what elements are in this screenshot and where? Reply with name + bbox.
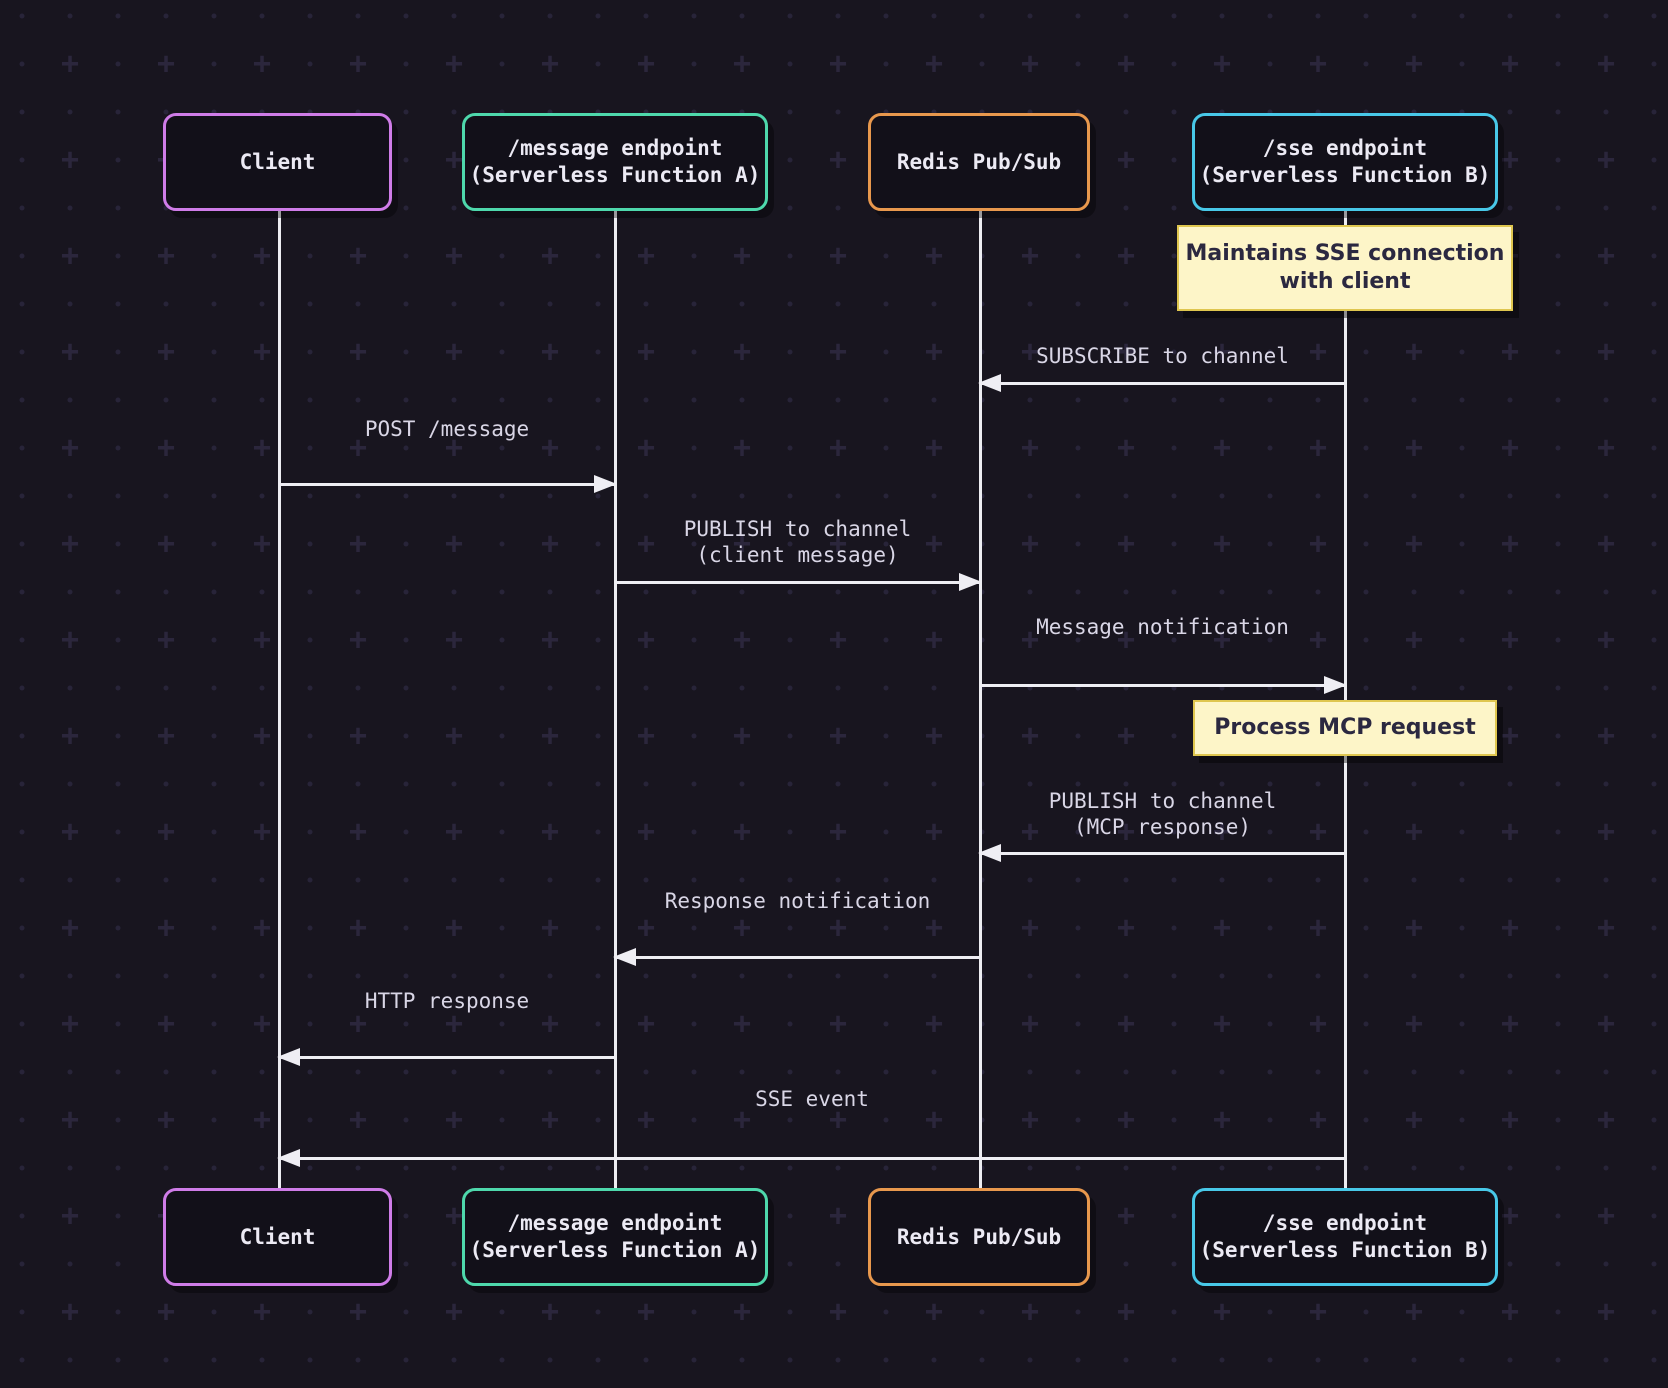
message-line — [279, 482, 615, 486]
arrowhead-right-icon — [959, 573, 982, 591]
actor-sse-endpoint-top: /sse endpoint (Serverless Function B) — [1192, 113, 1498, 211]
message-label: Message notification — [1036, 614, 1289, 639]
actor-redis-pubsub-bottom: Redis Pub/Sub — [868, 1188, 1090, 1286]
message-label: Response notification — [664, 888, 931, 913]
note-maintains-sse-connection: Maintains SSE connection with client — [1177, 225, 1513, 311]
lifeline-message-endpoint — [613, 211, 617, 1188]
message-line — [615, 580, 980, 584]
message-label: SUBSCRIBE to channel — [1036, 343, 1289, 368]
message-line — [279, 1156, 1345, 1160]
lifeline-client — [277, 211, 281, 1188]
message-label: PUBLISH to channel (client message) — [683, 516, 912, 567]
message-label: HTTP response — [364, 988, 530, 1013]
message-label: POST /message — [364, 416, 530, 441]
actor-client-bottom: Client — [163, 1188, 392, 1286]
arrowhead-left-icon — [613, 948, 636, 966]
actor-message-endpoint-bottom: /message endpoint (Serverless Function A… — [462, 1188, 768, 1286]
note-process-mcp-request: Process MCP request — [1193, 700, 1497, 756]
arrowhead-right-icon — [1324, 676, 1347, 694]
arrowhead-left-icon — [978, 374, 1001, 392]
actor-client-top: Client — [163, 113, 392, 211]
actor-sse-endpoint-bottom: /sse endpoint (Serverless Function B) — [1192, 1188, 1498, 1286]
message-line — [980, 381, 1345, 385]
message-line — [279, 1055, 615, 1059]
message-line — [980, 683, 1345, 687]
lifeline-sse-endpoint — [1343, 211, 1347, 1188]
arrowhead-right-icon — [594, 475, 617, 493]
message-label: SSE event — [755, 1086, 869, 1111]
arrowhead-left-icon — [978, 844, 1001, 862]
message-line — [615, 955, 980, 959]
arrowhead-left-icon — [277, 1149, 300, 1167]
actor-message-endpoint-top: /message endpoint (Serverless Function A… — [462, 113, 768, 211]
lifeline-redis-pubsub — [978, 211, 982, 1188]
message-label: PUBLISH to channel (MCP response) — [1048, 788, 1277, 839]
arrowhead-left-icon — [277, 1048, 300, 1066]
actor-redis-pubsub-top: Redis Pub/Sub — [868, 113, 1090, 211]
message-line — [980, 851, 1345, 855]
